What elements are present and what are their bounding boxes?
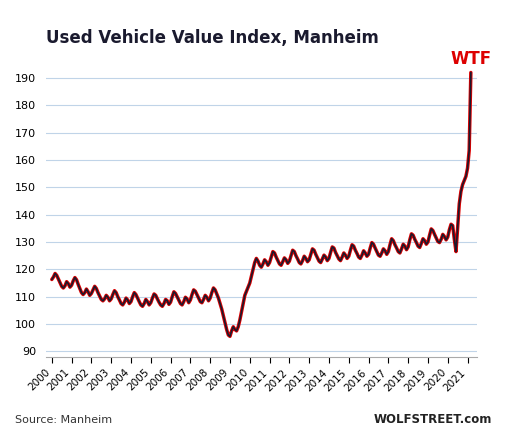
Text: Source: Manheim: Source: Manheim [15, 415, 113, 425]
Text: WTF: WTF [450, 51, 491, 68]
Text: WOLFSTREET.com: WOLFSTREET.com [374, 413, 492, 425]
Text: Used Vehicle Value Index, Manheim: Used Vehicle Value Index, Manheim [46, 29, 379, 47]
